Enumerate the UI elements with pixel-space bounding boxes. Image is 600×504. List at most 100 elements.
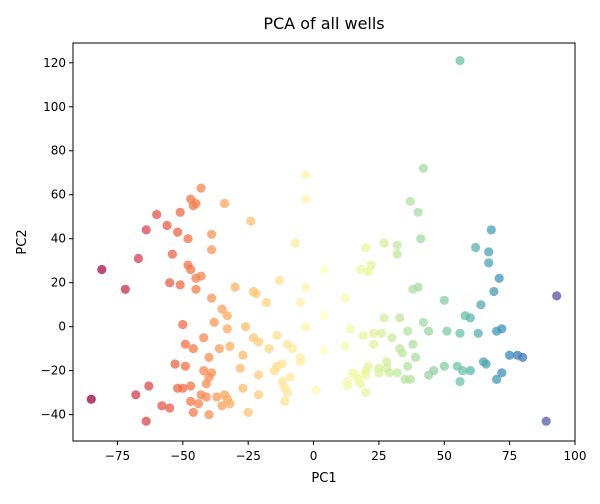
y-tick-label: 40: [51, 232, 66, 246]
x-tick-label: −50: [170, 449, 195, 463]
scatter-point: [165, 278, 175, 288]
y-tick-label: −20: [41, 364, 66, 378]
scatter-point: [178, 319, 188, 330]
scatter-point: [319, 311, 329, 321]
scatter-point: [207, 293, 217, 303]
scatter-point: [243, 407, 253, 417]
scatter-point: [319, 264, 329, 275]
scatter-point: [241, 322, 251, 332]
y-tick-label: 80: [51, 144, 66, 158]
scatter-point: [254, 337, 264, 347]
scatter-point: [222, 324, 232, 334]
scatter-point: [397, 348, 407, 358]
x-tick-label: 0: [310, 449, 318, 463]
scatter-point: [288, 344, 298, 354]
scatter-point: [376, 328, 387, 338]
scatter-point: [188, 407, 198, 417]
scatter-point: [439, 361, 449, 371]
scatter-point: [442, 326, 452, 336]
scatter-point: [131, 390, 141, 400]
scatter-point: [418, 317, 428, 327]
scatter-point: [133, 253, 143, 264]
scatter-point: [277, 359, 287, 369]
scatter-point: [363, 361, 373, 371]
scatter-point: [193, 399, 204, 409]
scatter-point: [186, 264, 196, 275]
x-tick-label: 25: [371, 449, 386, 463]
scatter-point: [481, 359, 491, 369]
scatter-point: [455, 377, 465, 387]
scatter-point: [418, 163, 428, 173]
scatter-point: [492, 374, 502, 384]
chart-title: PCA of all wells: [263, 14, 384, 33]
scatter-point: [191, 198, 201, 209]
scatter-point: [186, 396, 196, 406]
scatter-point: [552, 291, 562, 301]
scatter-point: [230, 282, 240, 292]
scatter-point: [188, 344, 198, 354]
scatter-point: [199, 333, 209, 343]
scatter-point: [356, 264, 366, 275]
scatter-point: [196, 271, 206, 281]
scatter-point: [484, 247, 494, 257]
y-tick-label: 0: [58, 320, 66, 334]
scatter-point: [518, 352, 528, 362]
scatter-point: [141, 416, 151, 426]
scatter-point: [217, 304, 227, 314]
scatter-point: [439, 295, 449, 305]
y-axis-ticks: −40 −20 0 20 40 60 80 100 120: [41, 56, 73, 422]
scatter-point: [167, 249, 177, 259]
scatter-point: [120, 284, 130, 294]
scatter-point: [199, 366, 209, 376]
scatter-point: [141, 225, 151, 235]
scatter-point: [285, 372, 295, 382]
scatter-point: [497, 324, 507, 334]
scatter-point: [301, 322, 311, 332]
x-tick-label: −75: [105, 449, 130, 463]
scatter-point: [220, 198, 230, 209]
scatter-point: [379, 238, 389, 248]
scatter-point: [340, 341, 350, 351]
scatter-point: [345, 324, 355, 334]
scatter-point: [178, 383, 188, 393]
scatter-point: [408, 339, 418, 349]
scatter-point: [254, 390, 264, 400]
scatter-point: [369, 339, 379, 349]
scatter-point: [201, 392, 211, 402]
scatter-point: [319, 346, 329, 356]
scatter-point: [144, 381, 154, 391]
x-tick-label: −25: [236, 449, 261, 463]
scatter-point: [413, 282, 423, 292]
scatter-point: [295, 357, 306, 367]
scatter-point: [86, 394, 96, 404]
scatter-point: [358, 330, 368, 341]
y-axis-label: PC2: [15, 229, 30, 254]
scatter-point: [356, 379, 366, 389]
scatter-point: [204, 352, 214, 362]
scatter-point: [382, 357, 392, 367]
scatter-point: [209, 317, 219, 327]
scatter-point: [175, 207, 185, 217]
scatter-point: [374, 363, 384, 373]
scatter-point: [254, 370, 264, 380]
scatter-point: [207, 229, 217, 239]
x-tick-label: 100: [564, 449, 587, 463]
scatter-point: [541, 416, 551, 426]
scatter-point: [180, 361, 190, 371]
scatter-point: [175, 280, 185, 290]
scatter-point: [280, 396, 290, 406]
scatter-point: [295, 297, 306, 308]
scatter-point: [494, 273, 504, 283]
scatter-point: [301, 170, 311, 180]
y-tick-label: 100: [43, 100, 66, 114]
scatter-point: [272, 330, 282, 341]
scatter-point: [275, 275, 285, 286]
scatter-point: [361, 242, 371, 253]
scatter-point: [392, 249, 402, 259]
scatter-point: [486, 225, 496, 235]
scatter-point: [403, 326, 413, 336]
scatter-point: [473, 328, 483, 338]
x-tick-label: 50: [437, 449, 452, 463]
y-tick-label: −40: [41, 408, 66, 422]
scatter-point: [225, 399, 235, 409]
